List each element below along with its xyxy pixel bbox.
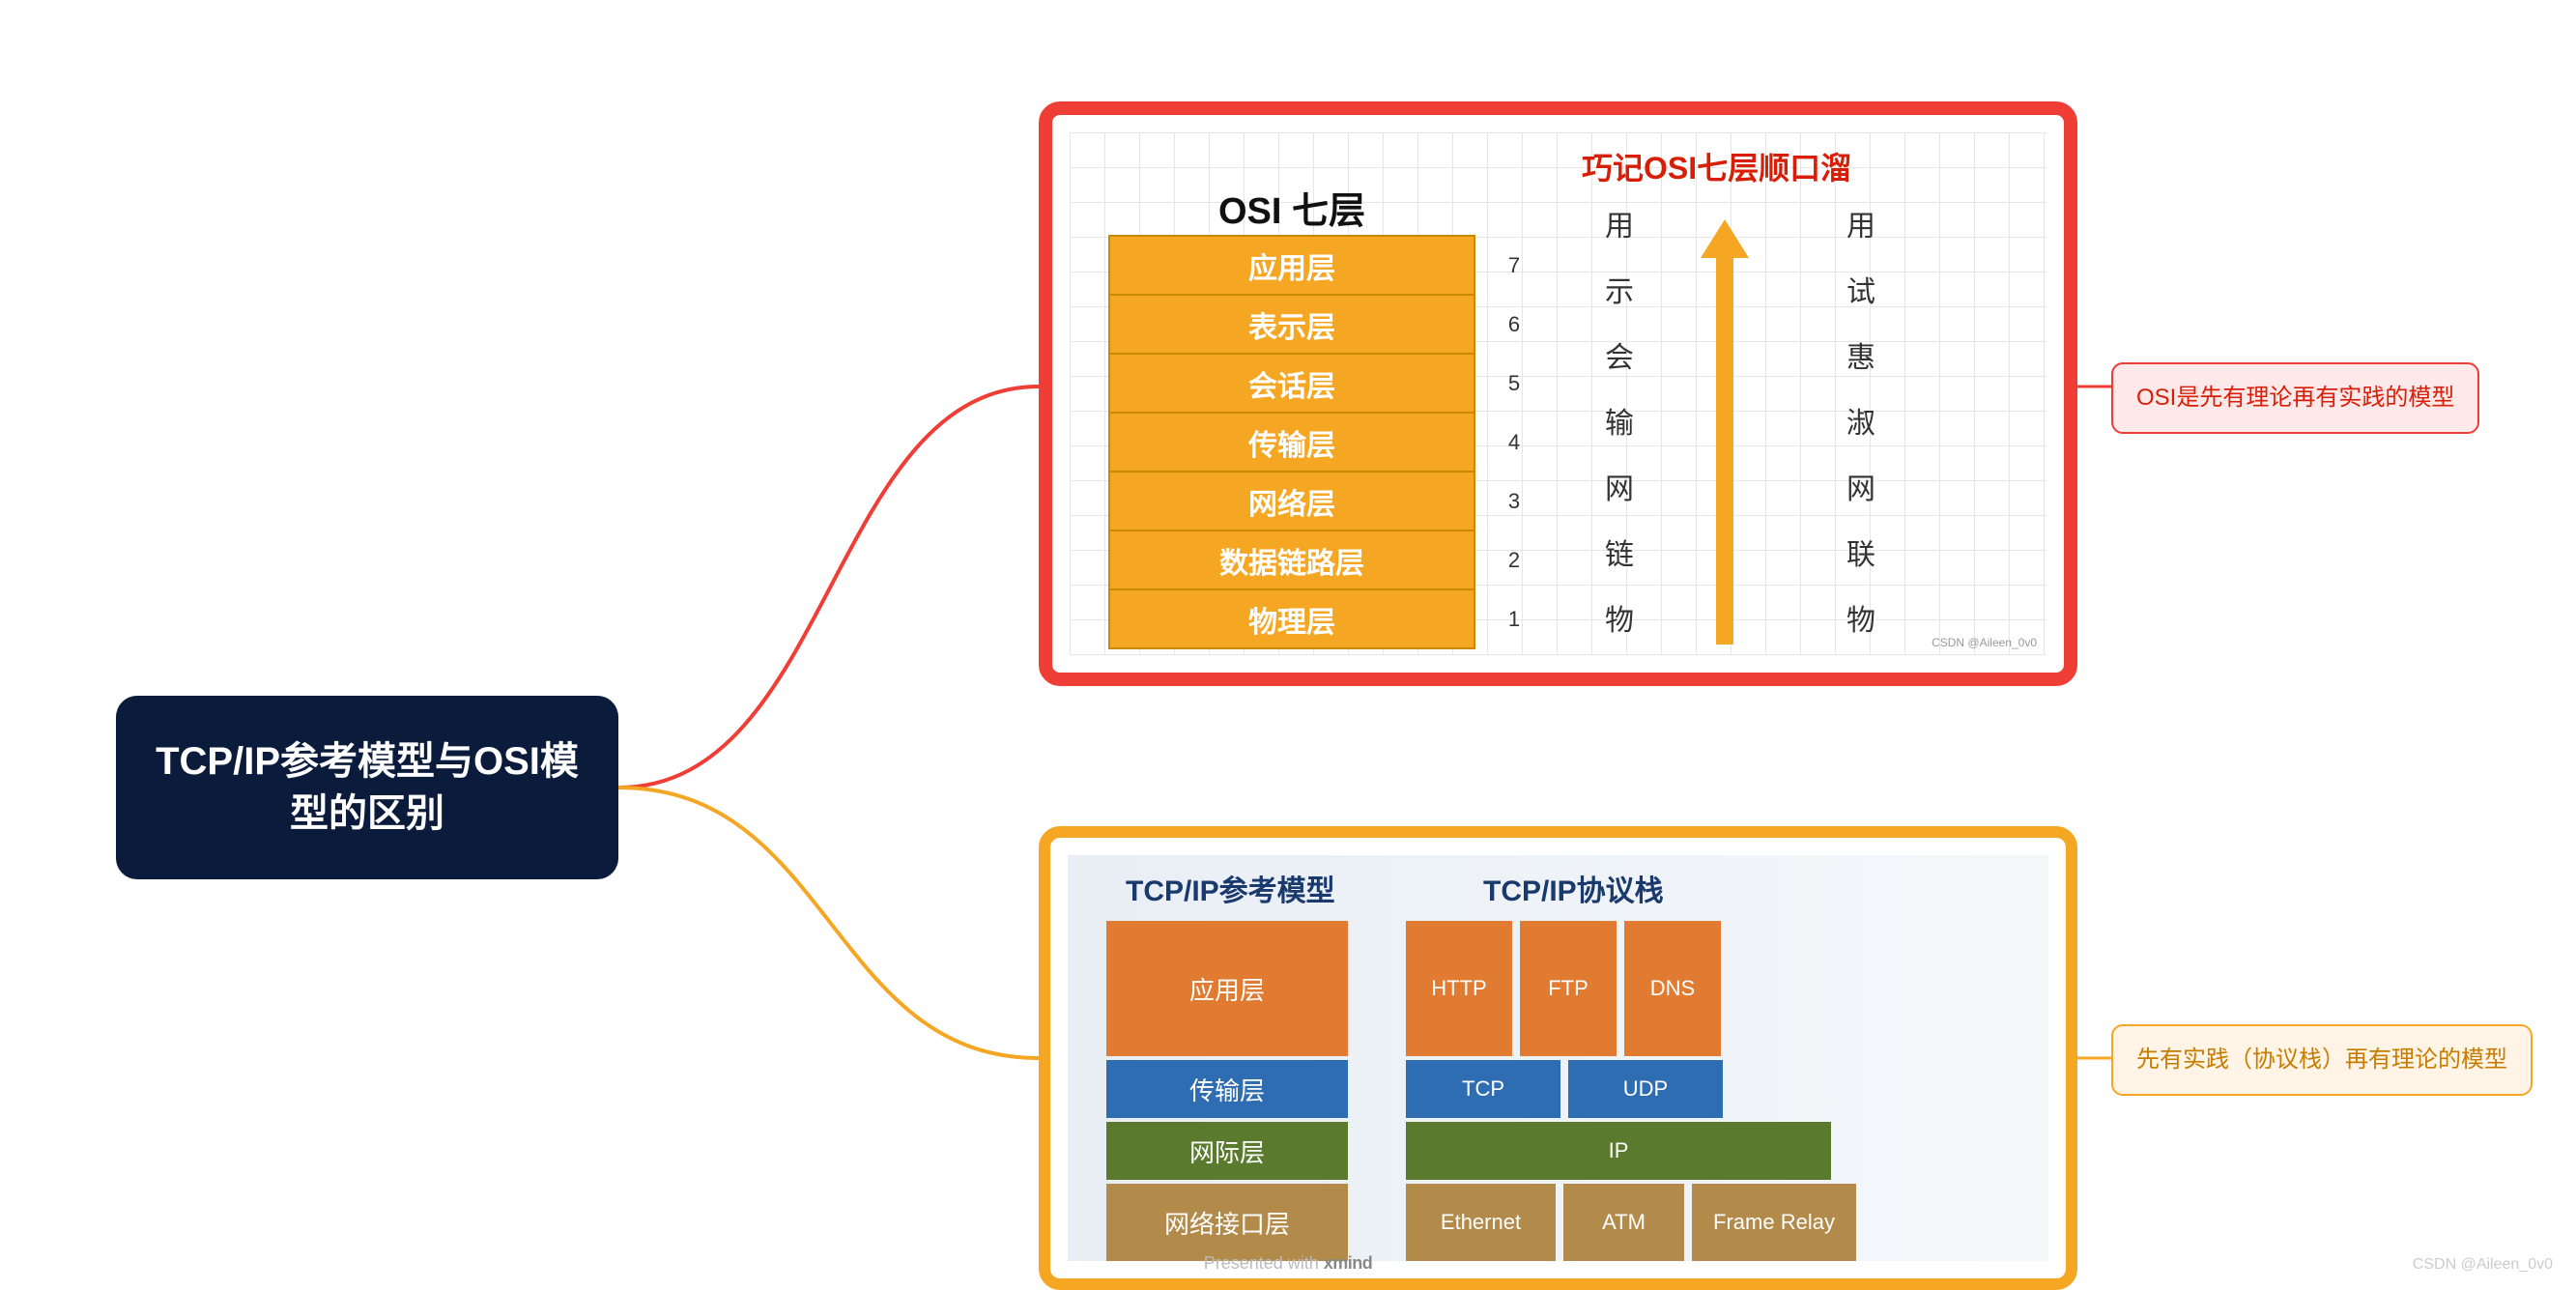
tcpip-panel: TCP/IP参考模型 TCP/IP协议栈 应用层传输层网际层网络接口层 HTTP… bbox=[1039, 826, 2077, 1290]
tcp-protocol-cell: ATM bbox=[1563, 1184, 1684, 1261]
osi-stack: 应用层 表示层 会话层 传输层 网络层 数据链路层 物理层 bbox=[1108, 237, 1475, 649]
osi-layer: 网络层 bbox=[1108, 471, 1475, 531]
mnemonic-title: 巧记OSI七层顺口溜 bbox=[1582, 144, 1851, 188]
mnemonic-char: 网 bbox=[1833, 453, 1891, 519]
footer-prefix: Presented with bbox=[1204, 1253, 1324, 1273]
tcp-layer: 网络接口层 bbox=[1106, 1184, 1348, 1261]
osi-numbers: 7 6 5 4 3 2 1 bbox=[1495, 237, 1533, 649]
mnemonic-col-a: 用 示 会 输 网 链 物 bbox=[1591, 190, 1649, 650]
tcp-protocol-cell: TCP bbox=[1406, 1060, 1560, 1118]
mnemonic-char: 网 bbox=[1591, 453, 1649, 519]
osi-title: OSI 七层 bbox=[1137, 181, 1446, 234]
up-arrow-icon bbox=[1705, 219, 1744, 645]
tcp-protocol-cell: Frame Relay bbox=[1692, 1184, 1856, 1261]
mnemonic-char: 会 bbox=[1591, 322, 1649, 387]
mnemonic-char: 示 bbox=[1591, 256, 1649, 322]
connector-red bbox=[618, 387, 1039, 788]
tcp-protocol-cell: Ethernet bbox=[1406, 1184, 1556, 1261]
osi-num: 1 bbox=[1495, 588, 1533, 649]
mnemonic-char: 输 bbox=[1591, 387, 1649, 453]
tcp-protocol-row: EthernetATMFrame Relay bbox=[1406, 1184, 1856, 1261]
osi-num: 3 bbox=[1495, 471, 1533, 531]
tcp-protocol-cell: IP bbox=[1406, 1122, 1831, 1180]
callout-tcpip: 先有实践（协议栈）再有理论的模型 bbox=[2111, 1024, 2533, 1096]
osi-num: 5 bbox=[1495, 353, 1533, 414]
tcp-protocol-cell: UDP bbox=[1568, 1060, 1723, 1118]
mnemonic-char: 物 bbox=[1591, 585, 1649, 650]
tcp-sheet: TCP/IP参考模型 TCP/IP协议栈 应用层传输层网际层网络接口层 HTTP… bbox=[1068, 855, 2048, 1261]
osi-layer: 表示层 bbox=[1108, 294, 1475, 355]
tcp-protocol-row: IP bbox=[1406, 1122, 1856, 1180]
root-node: TCP/IP参考模型与OSI模型的区别 bbox=[116, 696, 618, 879]
osi-layer: 传输层 bbox=[1108, 412, 1475, 473]
osi-layer: 会话层 bbox=[1108, 353, 1475, 414]
tcp-protocol-cell: HTTP bbox=[1406, 921, 1512, 1056]
mnemonic-char: 淑 bbox=[1833, 387, 1891, 453]
tcp-protocol-row: HTTPFTPDNS bbox=[1406, 921, 1856, 1056]
mnemonic-char: 物 bbox=[1833, 585, 1891, 650]
footer: Presented with xmind bbox=[0, 1253, 2576, 1274]
tcp-protocol-cell: FTP bbox=[1520, 921, 1617, 1056]
osi-layer: 数据链路层 bbox=[1108, 530, 1475, 590]
mnemonic-char: 惠 bbox=[1833, 322, 1891, 387]
tcp-protocol-row: TCPUDP bbox=[1406, 1060, 1856, 1118]
mnemonic-char: 联 bbox=[1833, 519, 1891, 585]
watermark: CSDN @Aileen_0v0 bbox=[2413, 1256, 2553, 1274]
osi-num: 4 bbox=[1495, 412, 1533, 473]
tcp-layer: 传输层 bbox=[1106, 1060, 1348, 1118]
tcp-layer: 应用层 bbox=[1106, 921, 1348, 1056]
tcp-protocol-cell: DNS bbox=[1624, 921, 1721, 1056]
tcp-left-title: TCP/IP参考模型 bbox=[1126, 867, 1335, 909]
mnemonic-char: 试 bbox=[1833, 256, 1891, 322]
footer-brand: xmind bbox=[1324, 1253, 1373, 1273]
osi-attribution: CSDN @Aileen_0v0 bbox=[1932, 636, 2037, 649]
connector-orange bbox=[618, 788, 1039, 1058]
osi-num: 7 bbox=[1495, 235, 1533, 296]
osi-layer: 物理层 bbox=[1108, 588, 1475, 649]
root-title: TCP/IP参考模型与OSI模型的区别 bbox=[155, 735, 580, 840]
callout-text: OSI是先有理论再有实践的模型 bbox=[2136, 385, 2454, 411]
tcp-left-stack: 应用层传输层网际层网络接口层 bbox=[1106, 921, 1348, 1265]
osi-num: 2 bbox=[1495, 530, 1533, 590]
osi-num: 6 bbox=[1495, 294, 1533, 355]
tcp-right-stack: HTTPFTPDNSTCPUDPIPEthernetATMFrame Relay bbox=[1406, 921, 1856, 1265]
osi-sheet: OSI 七层 应用层 表示层 会话层 传输层 网络层 数据链路层 物理层 7 6… bbox=[1070, 132, 2046, 655]
osi-layer: 应用层 bbox=[1108, 235, 1475, 296]
mnemonic-char: 用 bbox=[1591, 190, 1649, 256]
callout-text: 先有实践（协议栈）再有理论的模型 bbox=[2136, 1046, 2507, 1073]
tcp-layer: 网际层 bbox=[1106, 1122, 1348, 1180]
mnemonic-col-b: 用 试 惠 淑 网 联 物 bbox=[1833, 190, 1891, 650]
tcp-right-title: TCP/IP协议栈 bbox=[1483, 867, 1664, 909]
callout-osi: OSI是先有理论再有实践的模型 bbox=[2111, 362, 2479, 434]
mnemonic-char: 链 bbox=[1591, 519, 1649, 585]
mnemonic-char: 用 bbox=[1833, 190, 1891, 256]
osi-panel: OSI 七层 应用层 表示层 会话层 传输层 网络层 数据链路层 物理层 7 6… bbox=[1039, 101, 2077, 686]
